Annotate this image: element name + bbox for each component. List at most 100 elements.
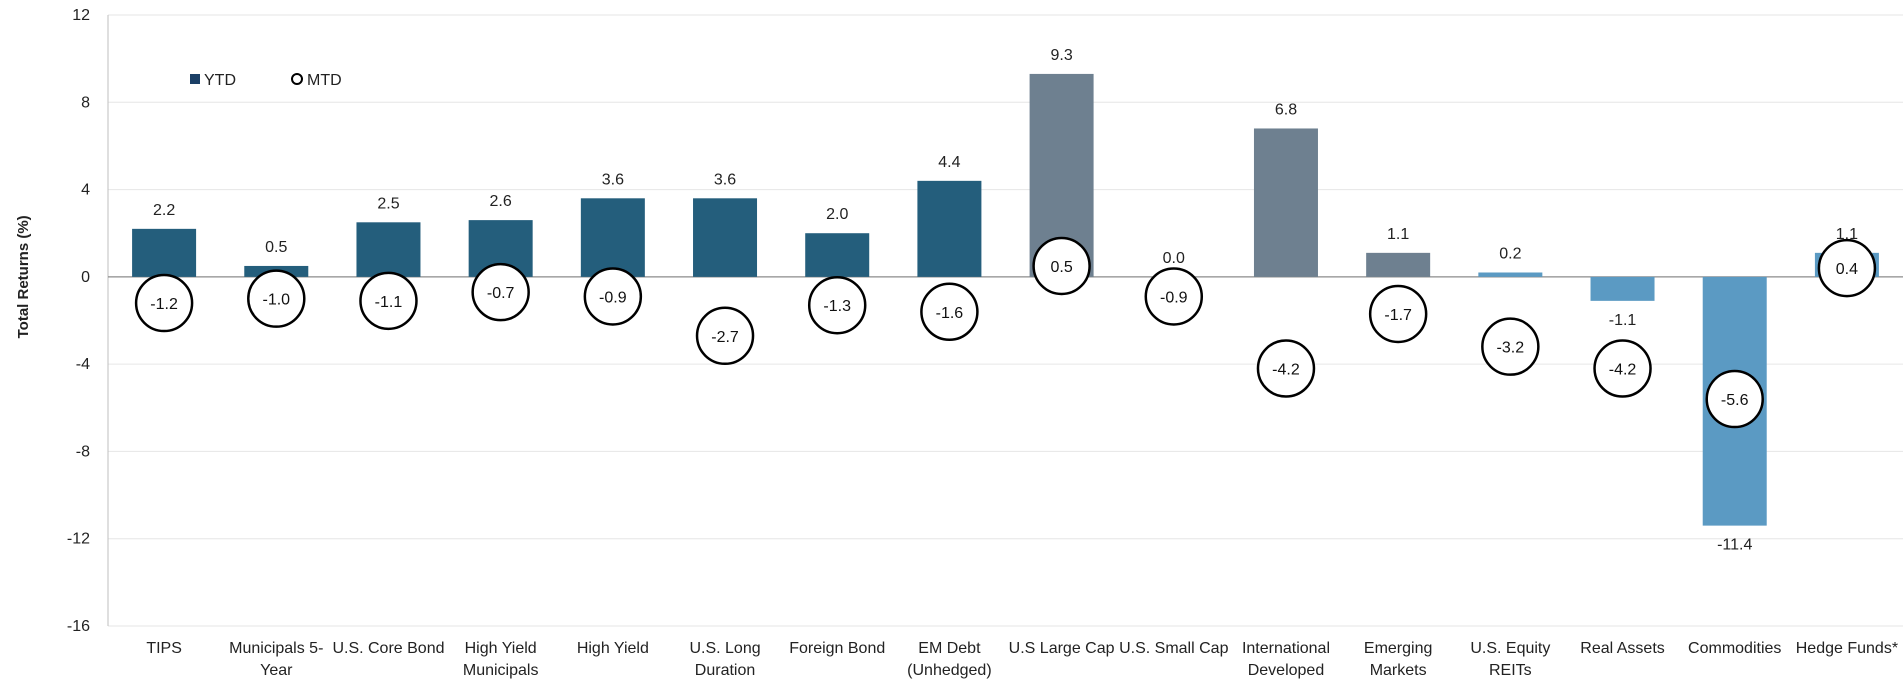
ytd-bars	[132, 73, 1879, 526]
mtd-data-label: -0.9	[599, 289, 627, 306]
mtd-data-label: -1.1	[375, 294, 403, 311]
category-label: International	[1242, 640, 1330, 657]
mtd-data-label: -3.2	[1497, 340, 1525, 357]
y-tick-label: 12	[72, 7, 90, 24]
ytd-data-label: 2.6	[490, 193, 512, 210]
ytd-data-label: 2.0	[826, 206, 848, 223]
mtd-marker-high-yield	[583, 267, 643, 326]
ytd-bar-foreign-bond	[805, 233, 870, 277]
category-label: Municipals	[463, 662, 539, 679]
category-label: EM Debt	[918, 640, 981, 657]
mtd-marker-em-debt-unhedged	[920, 282, 979, 342]
category-label: (Unhedged)	[907, 662, 992, 679]
mtd-marker-international-developed	[1256, 339, 1316, 398]
category-label: U.S. Small Cap	[1119, 640, 1228, 657]
legend-mtd-label: MTD	[307, 72, 342, 89]
category-label: Duration	[695, 662, 755, 679]
category-label: High Yield	[577, 640, 649, 657]
ytd-data-label: 6.8	[1275, 101, 1297, 118]
mtd-marker-u-s-large-cap	[1032, 236, 1091, 296]
ytd-data-label: 0.0	[1163, 250, 1185, 267]
ytd-bar-high-yield	[580, 198, 645, 277]
mtd-data-label: 0.4	[1836, 261, 1858, 278]
mtd-marker-u-s-small-cap	[1144, 267, 1204, 326]
y-tick-label: -16	[67, 618, 90, 635]
mtd-marker-foreign-bond	[807, 275, 867, 335]
ytd-data-label: 0.2	[1499, 245, 1521, 262]
legend-mtd-marker	[291, 73, 303, 85]
y-tick-label: -8	[76, 443, 90, 460]
ytd-data-label: 3.6	[602, 171, 624, 188]
ytd-bar-international-developed	[1253, 128, 1318, 277]
y-axis-ticks: 12 8 4 0 -4 -8 -12 -16	[67, 7, 90, 635]
y-tick-label: -4	[76, 356, 90, 373]
mtd-marker-u-s-equity-reits	[1481, 317, 1540, 376]
mtd-marker-commodities	[1705, 369, 1764, 429]
mtd-data-label: -1.7	[1384, 307, 1412, 324]
ytd-bar-u-s-core-bond	[356, 222, 421, 277]
ytd-bar-em-debt-unhedged	[917, 180, 982, 277]
category-label: Hedge Funds*	[1796, 640, 1898, 657]
mtd-data-label: -5.6	[1721, 392, 1749, 409]
category-label: Markets	[1370, 662, 1427, 679]
category-label: U.S Large Cap	[1009, 640, 1115, 657]
category-label: Commodities	[1688, 640, 1781, 657]
mtd-marker-tips	[134, 273, 194, 333]
y-axis-title: Total Returns (%)	[15, 215, 32, 338]
mtd-data-label: -1.0	[262, 292, 290, 309]
mtd-data-label: -4.2	[1272, 362, 1300, 379]
mtd-marker-municipals-5-year	[247, 269, 306, 328]
category-label: Emerging	[1364, 640, 1432, 657]
ytd-bar-u-s-long-duration	[693, 198, 758, 277]
legend-ytd-swatch	[190, 74, 200, 84]
mtd-marker-u-s-core-bond	[359, 271, 418, 331]
category-label: High Yield	[465, 640, 537, 657]
category-label: Foreign Bond	[789, 640, 885, 657]
category-label: U.S. Equity	[1470, 640, 1550, 657]
mtd-data-label: -4.2	[1609, 362, 1637, 379]
gridlines	[108, 14, 1903, 627]
category-label: REITs	[1489, 662, 1532, 679]
y-tick-label: 8	[81, 94, 90, 111]
category-label: U.S. Long	[689, 640, 760, 657]
ytd-data-label: 2.5	[377, 195, 399, 212]
category-label: Municipals 5-	[229, 640, 323, 657]
ytd-data-label: 0.5	[265, 239, 287, 256]
category-label: U.S. Core Bond	[332, 640, 444, 657]
mtd-data-label: -1.6	[936, 305, 964, 322]
legend-ytd-label: YTD	[204, 72, 236, 89]
mtd-data-label: -1.3	[823, 298, 851, 315]
y-tick-label: 0	[81, 269, 90, 286]
category-label: Real Assets	[1580, 640, 1664, 657]
mtd-marker-real-assets	[1593, 339, 1652, 398]
mtd-data-label: -2.7	[711, 329, 739, 346]
legend: YTD MTD	[190, 72, 342, 89]
ytd-bar-real-assets	[1590, 276, 1655, 301]
ytd-data-label: -11.4	[1717, 537, 1752, 554]
mtd-marker-emerging-markets	[1368, 284, 1428, 344]
ytd-data-label: 9.3	[1050, 47, 1072, 64]
mtd-data-label: -0.9	[1160, 289, 1188, 306]
y-tick-label: 4	[81, 182, 90, 199]
x-axis-categories: TIPS Municipals 5- Year U.S. Core Bond High …	[146, 640, 1898, 679]
category-label: Year	[260, 662, 293, 679]
ytd-data-label: 3.6	[714, 171, 736, 188]
ytd-data-label: 4.4	[938, 154, 960, 171]
ytd-bar-emerging-markets	[1366, 252, 1431, 277]
ytd-bar-u-s-equity-reits	[1478, 272, 1543, 277]
ytd-bar-tips	[132, 228, 197, 277]
mtd-data-label: -0.7	[487, 285, 515, 302]
mtd-markers: -1.2 -1.0 -1.1 -0.7 -0.9 -2.7 -1.3 -1.6 0.5 -0.9 -…	[134, 236, 1877, 429]
category-label: Developed	[1248, 662, 1325, 679]
ytd-data-label: 1.1	[1836, 226, 1858, 243]
ytd-data-label: 2.2	[153, 202, 175, 219]
category-label: TIPS	[146, 640, 182, 657]
mtd-data-label: 0.5	[1050, 259, 1072, 276]
ytd-data-label: 1.1	[1387, 226, 1409, 243]
mtd-marker-high-yield-municipals	[471, 262, 530, 322]
mtd-marker-hedge-funds	[1817, 238, 1877, 298]
ytd-data-label: -1.1	[1609, 312, 1637, 329]
y-tick-label: -12	[67, 531, 90, 548]
mtd-marker-u-s-long-duration	[695, 306, 755, 366]
